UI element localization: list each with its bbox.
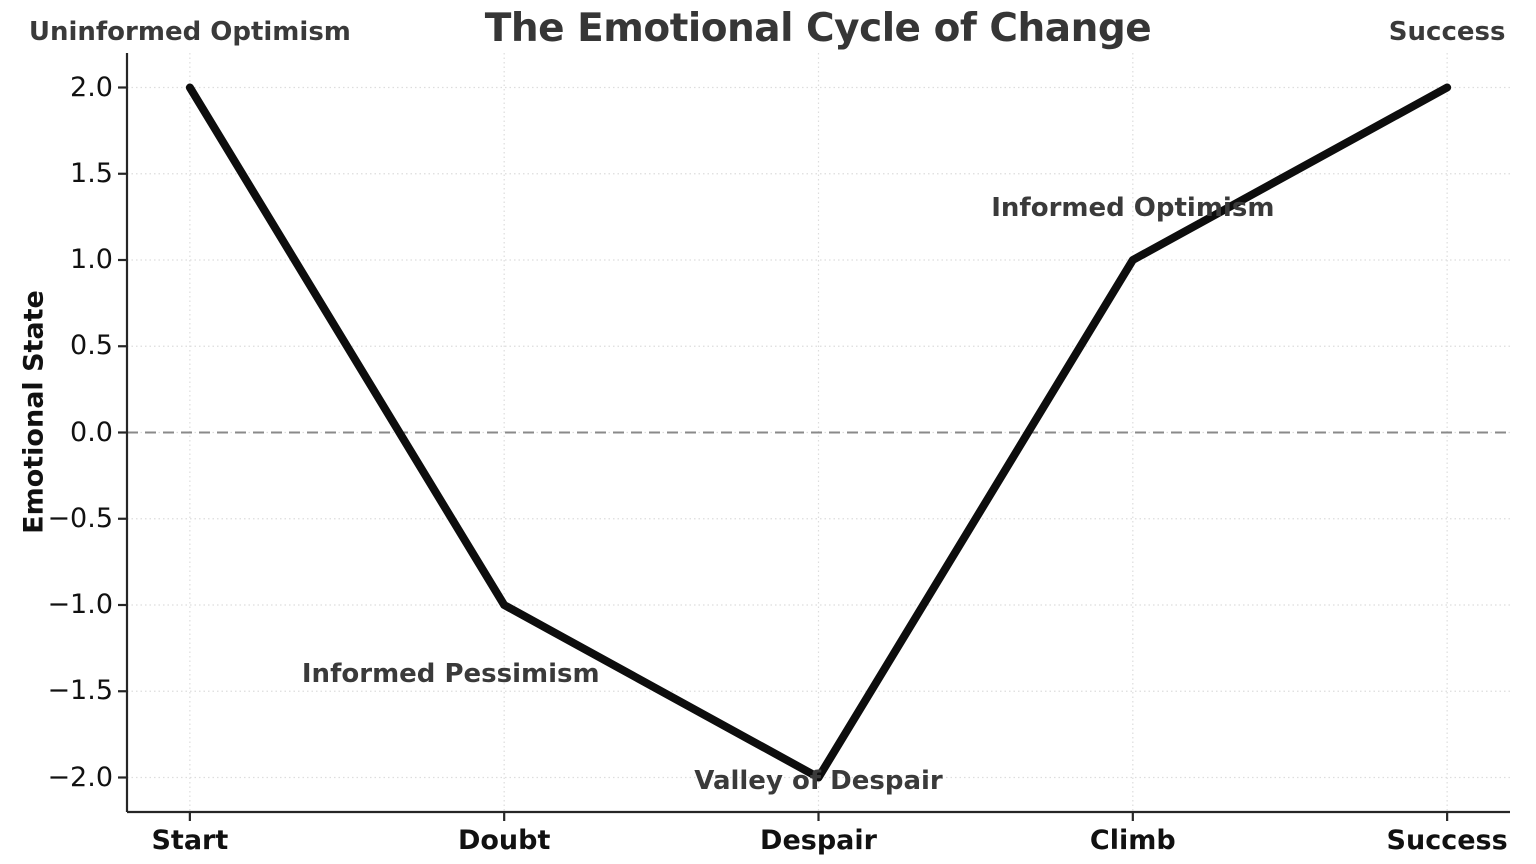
annotation: Success — [1388, 17, 1506, 48]
annotation: Uninformed Optimism — [28, 17, 351, 48]
x-tick-label: Despair — [760, 825, 877, 856]
y-tick-label: 2.0 — [70, 71, 113, 103]
y-tick-label: −0.5 — [47, 502, 113, 534]
emotional-cycle-line — [185, 83, 1452, 782]
y-tick-label: −2.0 — [47, 761, 113, 793]
y-tick-label: 1.0 — [70, 244, 113, 275]
y-tick-label: −1.5 — [47, 675, 113, 707]
chart-title: The Emotional Cycle of Change — [484, 6, 1152, 51]
x-tick-label: Doubt — [457, 825, 551, 856]
x-tick-label: Start — [151, 825, 229, 856]
x-tick-label: Climb — [1089, 825, 1176, 856]
y-tick-label: 0.0 — [70, 416, 113, 448]
y-tick-label: 0.5 — [70, 330, 113, 362]
annotation: Valley of Despair — [694, 765, 943, 796]
gridlines — [127, 53, 1510, 812]
annotation: Informed Optimism — [991, 193, 1275, 224]
annotation: Informed Pessimism — [301, 659, 600, 689]
tick-marks — [118, 86, 1449, 821]
x-tick-label: Success — [1386, 825, 1508, 856]
y-tick-label: −1.0 — [47, 589, 113, 620]
y-tick-label: 1.5 — [70, 157, 113, 189]
